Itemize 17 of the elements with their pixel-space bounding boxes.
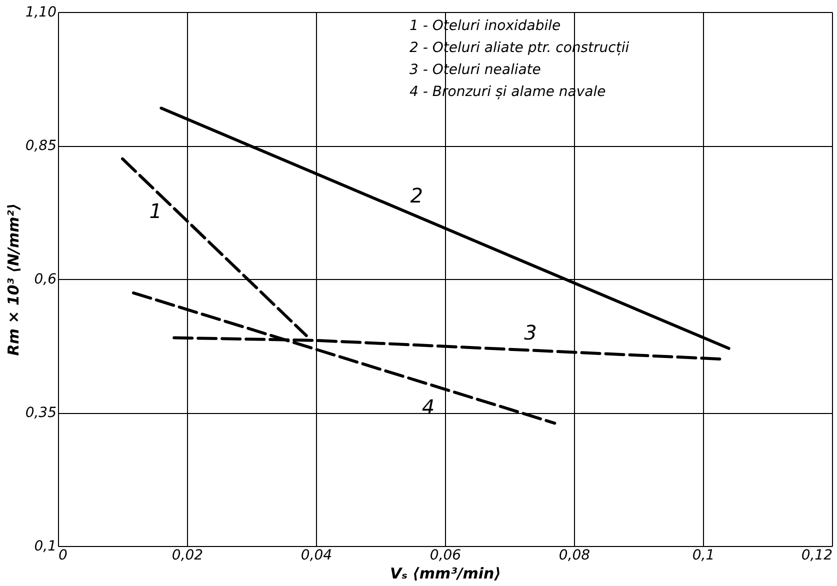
y-tick-label: 0,35 xyxy=(25,405,57,421)
x-axis-title: Vₛ ⟨mm³/min⟩ xyxy=(390,564,502,582)
y-tick-label: 0,6 xyxy=(34,272,57,288)
series-label: 1 xyxy=(149,198,162,223)
x-tick-label: 0,1 xyxy=(692,548,715,564)
x-tick-label: 0,02 xyxy=(172,548,204,564)
x-tick-label: 0,06 xyxy=(430,548,462,564)
series-label: 4 xyxy=(422,395,435,420)
series-label: 2 xyxy=(410,183,423,208)
x-tick-label: 0 xyxy=(58,548,68,564)
y-axis-title: Rm × 10³ ⟨N/mm²⟩ xyxy=(4,203,22,356)
x-tick-label: 0,08 xyxy=(558,548,590,564)
y-tick-label: 0,85 xyxy=(25,138,57,154)
x-tick-label: 0,12 xyxy=(801,548,833,564)
x-tick-label: 0,04 xyxy=(300,548,332,564)
series-label: 3 xyxy=(524,320,537,345)
y-tick-label: 1,10 xyxy=(25,4,57,20)
